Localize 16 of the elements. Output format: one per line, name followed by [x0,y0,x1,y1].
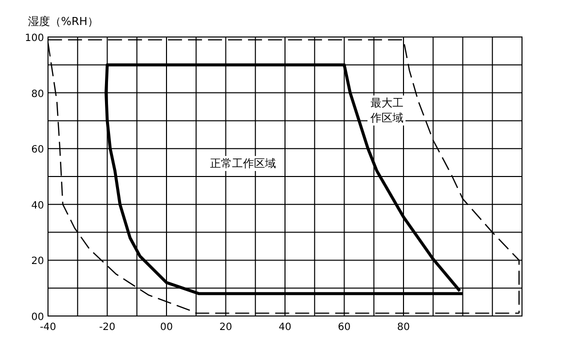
y-tick-label: 40 [31,200,44,212]
x-tick-label: 20 [219,322,232,333]
x-tick-label: 40 [278,322,292,333]
x-tick-label: 60 [338,322,351,333]
y-tick-label: 20 [31,256,44,268]
y-axis-title: 湿度（%RH） [28,15,98,28]
annotation: 最大工作区域 [370,96,404,124]
y-tick-label: 00 [31,312,44,323]
annotation: 正常工作区域 [210,157,276,170]
x-tick-label: 80 [397,322,410,333]
y-tick-label: 80 [31,88,44,100]
y-tick-label: 60 [31,144,44,156]
x-tick-label: 00 [160,322,173,333]
y-tick-label: 100 [24,33,44,44]
x-tick-label: -40 [40,322,56,333]
x-tick-label: -20 [99,322,116,333]
